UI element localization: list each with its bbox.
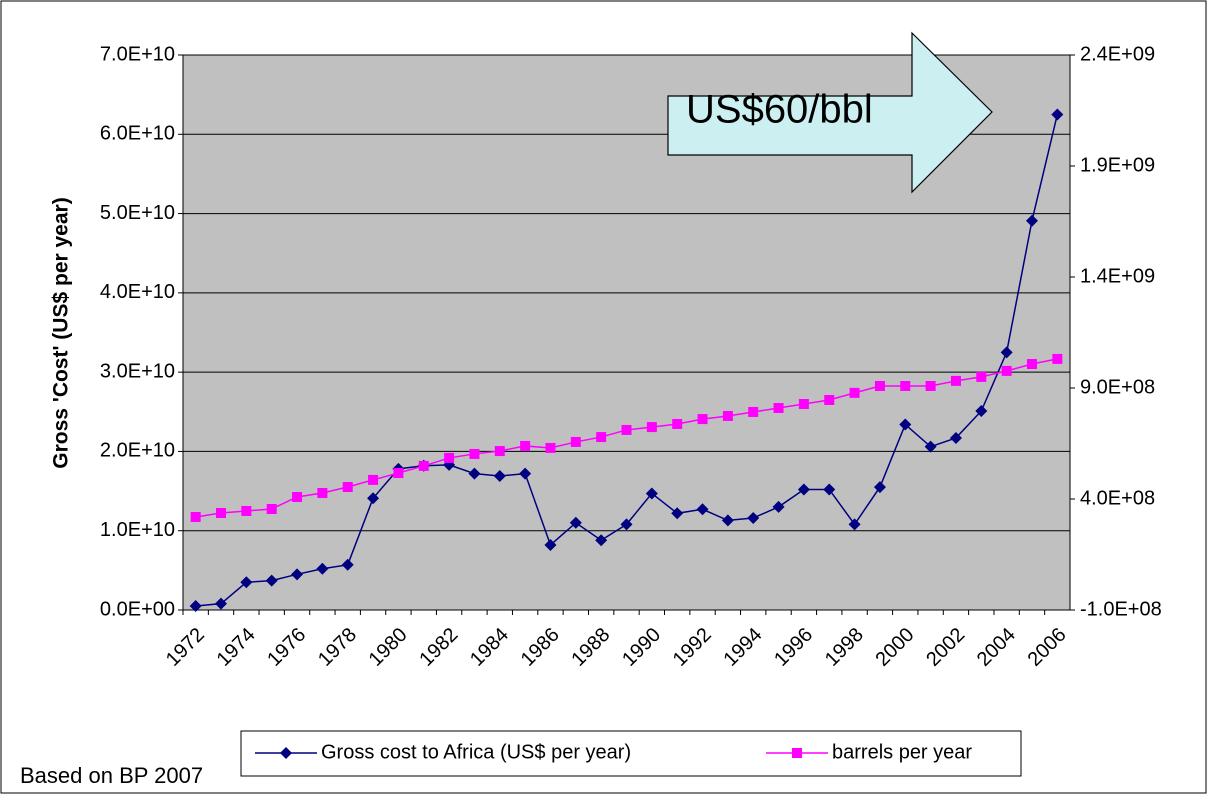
y-tick-label: 7.0E+10 bbox=[100, 43, 175, 65]
marker bbox=[215, 597, 228, 610]
marker bbox=[722, 410, 733, 421]
marker bbox=[773, 402, 784, 413]
marker bbox=[367, 492, 380, 505]
legend bbox=[240, 730, 1022, 777]
marker bbox=[1051, 108, 1064, 121]
marker bbox=[620, 518, 633, 531]
marker bbox=[291, 568, 304, 581]
annotation: US$60/bbl bbox=[686, 88, 873, 132]
marker bbox=[824, 394, 835, 405]
y-tick-label: 2.0E+10 bbox=[100, 440, 175, 462]
marker bbox=[797, 483, 810, 496]
marker bbox=[189, 600, 202, 613]
marker bbox=[317, 488, 328, 499]
marker bbox=[697, 414, 708, 425]
marker bbox=[493, 470, 506, 483]
marker bbox=[1026, 359, 1037, 370]
y2-tick-label: 1.4E+09 bbox=[1080, 265, 1155, 287]
y2-tick-label: -1.0E+08 bbox=[1080, 598, 1162, 620]
marker bbox=[949, 431, 962, 444]
price-arrow bbox=[667, 31, 993, 194]
marker bbox=[569, 516, 582, 529]
marker bbox=[798, 398, 809, 409]
marker bbox=[747, 512, 760, 525]
y-tick-label: 1.0E+10 bbox=[100, 519, 175, 541]
marker bbox=[266, 503, 277, 514]
marker bbox=[976, 371, 987, 382]
marker bbox=[873, 481, 886, 494]
marker bbox=[671, 507, 684, 520]
marker bbox=[519, 467, 532, 480]
marker bbox=[899, 418, 912, 431]
y2-tick-label: 4.0E+08 bbox=[1080, 487, 1155, 509]
marker bbox=[925, 381, 936, 392]
marker bbox=[316, 562, 329, 575]
marker bbox=[368, 474, 379, 485]
legend-label: barrels per year bbox=[832, 741, 972, 763]
source-note: Based on BP 2007 bbox=[20, 763, 203, 788]
marker bbox=[823, 483, 836, 496]
y-tick-label: 0.0E+00 bbox=[100, 598, 175, 620]
marker bbox=[1052, 353, 1063, 364]
marker bbox=[672, 418, 683, 429]
marker bbox=[595, 534, 608, 547]
marker bbox=[545, 442, 556, 453]
y2-tick-label: 1.9E+09 bbox=[1080, 154, 1155, 176]
marker bbox=[772, 500, 785, 513]
marker bbox=[950, 375, 961, 386]
marker bbox=[265, 574, 278, 587]
marker bbox=[341, 558, 354, 571]
marker bbox=[240, 576, 253, 589]
marker bbox=[1001, 365, 1012, 376]
marker bbox=[241, 505, 252, 516]
marker bbox=[520, 440, 531, 451]
marker bbox=[280, 747, 292, 759]
marker bbox=[418, 460, 429, 471]
y2-tick-label: 9.0E+08 bbox=[1080, 376, 1155, 398]
marker bbox=[216, 507, 227, 518]
marker bbox=[596, 432, 607, 443]
marker bbox=[468, 467, 481, 480]
y-tick-label: 5.0E+10 bbox=[100, 202, 175, 224]
marker bbox=[848, 518, 861, 531]
marker bbox=[469, 448, 480, 459]
marker bbox=[748, 406, 759, 417]
y-tick-label: 6.0E+10 bbox=[100, 123, 175, 145]
legend-label: Gross cost to Africa (US$ per year) bbox=[321, 741, 631, 763]
marker bbox=[494, 446, 505, 457]
y-tick-label: 4.0E+10 bbox=[100, 281, 175, 303]
marker bbox=[645, 487, 658, 500]
marker bbox=[721, 514, 734, 527]
marker bbox=[544, 538, 557, 551]
marker bbox=[1000, 346, 1013, 359]
marker bbox=[874, 381, 885, 392]
marker bbox=[292, 492, 303, 503]
marker bbox=[190, 511, 201, 522]
marker bbox=[792, 748, 802, 758]
marker bbox=[900, 381, 911, 392]
marker bbox=[849, 387, 860, 398]
marker bbox=[1025, 214, 1038, 227]
marker bbox=[621, 424, 632, 435]
marker bbox=[393, 468, 404, 479]
marker bbox=[696, 503, 709, 516]
marker bbox=[646, 422, 657, 433]
marker bbox=[342, 482, 353, 493]
marker bbox=[975, 404, 988, 417]
y-axis-label: Gross 'Cost' (US$ per year) bbox=[50, 197, 73, 468]
marker bbox=[570, 436, 581, 447]
marker bbox=[924, 440, 937, 453]
y2-tick-label: 2.4E+09 bbox=[1080, 43, 1155, 65]
marker bbox=[444, 452, 455, 463]
y-tick-label: 3.0E+10 bbox=[100, 360, 175, 382]
